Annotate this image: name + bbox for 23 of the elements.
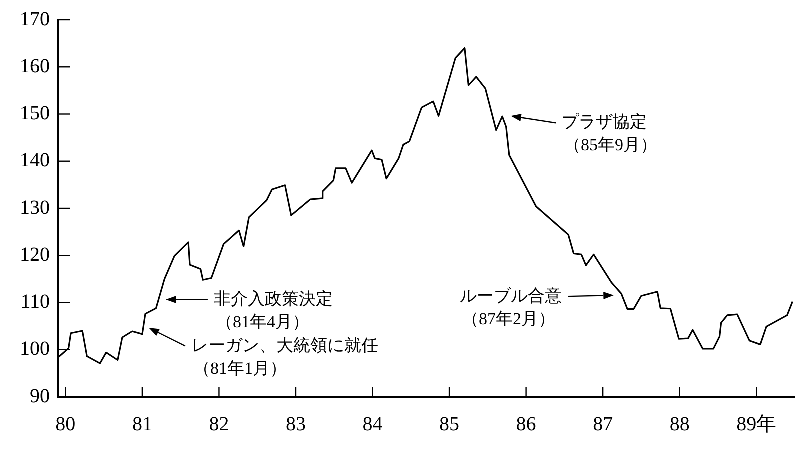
x-tick-label: 81 <box>132 413 152 436</box>
y-tick-label: 90 <box>30 385 50 408</box>
annotation: 非介入政策決定（81年4月） <box>214 289 333 332</box>
x-tick-label: 85 <box>440 413 460 436</box>
x-tick-label: 87 <box>593 413 614 436</box>
x-tick-label: 88 <box>670 413 690 436</box>
y-tick-label: 120 <box>20 244 50 266</box>
x-tick-label: 84 <box>362 413 383 436</box>
y-tick-label: 110 <box>20 291 50 313</box>
x-tick-label: 89年 <box>736 413 777 436</box>
annotation: プラザ協定（85年9月） <box>562 112 658 154</box>
y-tick-label: 150 <box>20 102 50 124</box>
y-tick-label: 140 <box>20 150 50 172</box>
y-tick-label: 160 <box>20 55 50 78</box>
annotation: ルーブル合意（87年2月） <box>460 286 562 328</box>
y-tick-label: 100 <box>20 338 50 360</box>
x-tick-label: 82 <box>209 413 230 436</box>
y-tick-label: 170 <box>20 8 50 30</box>
y-tick-label: 130 <box>20 196 50 219</box>
x-tick-label: 86 <box>516 413 536 436</box>
annotation: レーガン、大統領に就任（81年1月） <box>192 336 379 378</box>
x-tick-label: 80 <box>56 413 76 436</box>
x-tick-label: 83 <box>286 413 306 436</box>
